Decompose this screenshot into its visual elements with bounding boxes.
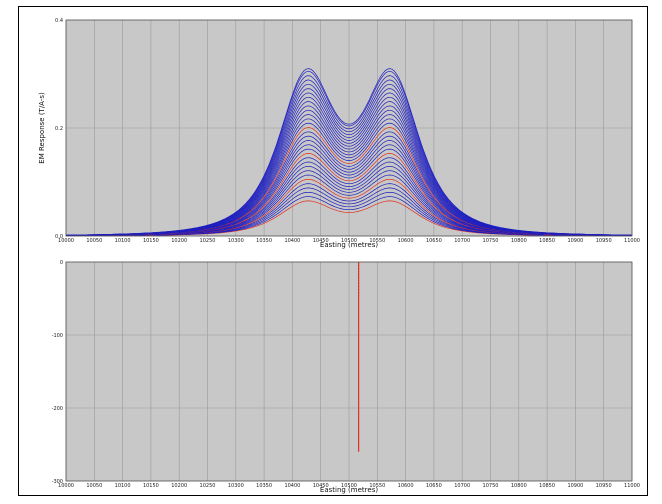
x-tick-label: 10450 <box>313 483 329 489</box>
x-tick-label: 11000 <box>624 483 640 489</box>
x-tick-label: 10800 <box>511 238 527 244</box>
y-tick-label: 0 <box>60 260 63 266</box>
x-tick-label: 10900 <box>567 238 583 244</box>
x-tick-label: 10500 <box>341 238 357 244</box>
y-tick-label: 0.4 <box>55 18 63 24</box>
x-tick-label: 10800 <box>511 483 527 489</box>
y-tick-label: 0.0 <box>55 234 63 240</box>
x-tick-label: 10350 <box>256 483 272 489</box>
x-tick-label: 10600 <box>398 238 414 244</box>
x-tick-label: 10950 <box>596 483 612 489</box>
x-tick-label: 10750 <box>483 238 499 244</box>
x-tick-label: 10550 <box>369 238 385 244</box>
x-tick-label: 11000 <box>624 238 640 244</box>
x-tick-label: 10500 <box>341 483 357 489</box>
x-tick-label: 10100 <box>115 483 131 489</box>
x-tick-label: 10250 <box>200 238 216 244</box>
x-tick-label: 10050 <box>86 483 102 489</box>
x-tick-label: 10400 <box>284 238 300 244</box>
x-tick-label: 10000 <box>58 238 74 244</box>
x-tick-label: 10950 <box>596 238 612 244</box>
x-tick-label: 10150 <box>143 483 159 489</box>
x-tick-label: 10900 <box>567 483 583 489</box>
x-tick-label: 10650 <box>426 238 442 244</box>
x-tick-label: 10300 <box>228 238 244 244</box>
x-tick-label: 10350 <box>256 238 272 244</box>
y-tick-label: -300 <box>52 479 63 485</box>
x-tick-label: 10100 <box>115 238 131 244</box>
x-tick-label: 10700 <box>454 483 470 489</box>
y-tick-label: -100 <box>52 333 63 339</box>
y-tick-label: -200 <box>52 406 63 412</box>
x-axis-label: Easting (metres) <box>320 241 378 249</box>
x-tick-label: 10000 <box>58 483 74 489</box>
plot-border-2 <box>65 261 633 482</box>
y-tick-label: 0.2 <box>55 126 63 132</box>
x-tick-label: 10650 <box>426 483 442 489</box>
x-tick-label: 10300 <box>228 483 244 489</box>
x-axis-label: Easting (metres) <box>320 486 378 494</box>
x-tick-label: 10550 <box>369 483 385 489</box>
x-tick-label: 10850 <box>539 238 555 244</box>
x-tick-label: 10250 <box>200 483 216 489</box>
x-tick-label: 10450 <box>313 238 329 244</box>
x-tick-label: 10200 <box>171 238 187 244</box>
x-tick-label: 10200 <box>171 483 187 489</box>
x-tick-label: 10150 <box>143 238 159 244</box>
y-axis-label: EM Response (T/A-s) <box>38 92 46 164</box>
x-tick-label: 10050 <box>86 238 102 244</box>
x-tick-label: 10750 <box>483 483 499 489</box>
x-tick-label: 10700 <box>454 238 470 244</box>
x-tick-label: 10850 <box>539 483 555 489</box>
plot-border-1 <box>65 19 633 237</box>
response-curve-32 <box>66 68 632 236</box>
x-tick-label: 10400 <box>284 483 300 489</box>
x-tick-label: 10600 <box>398 483 414 489</box>
